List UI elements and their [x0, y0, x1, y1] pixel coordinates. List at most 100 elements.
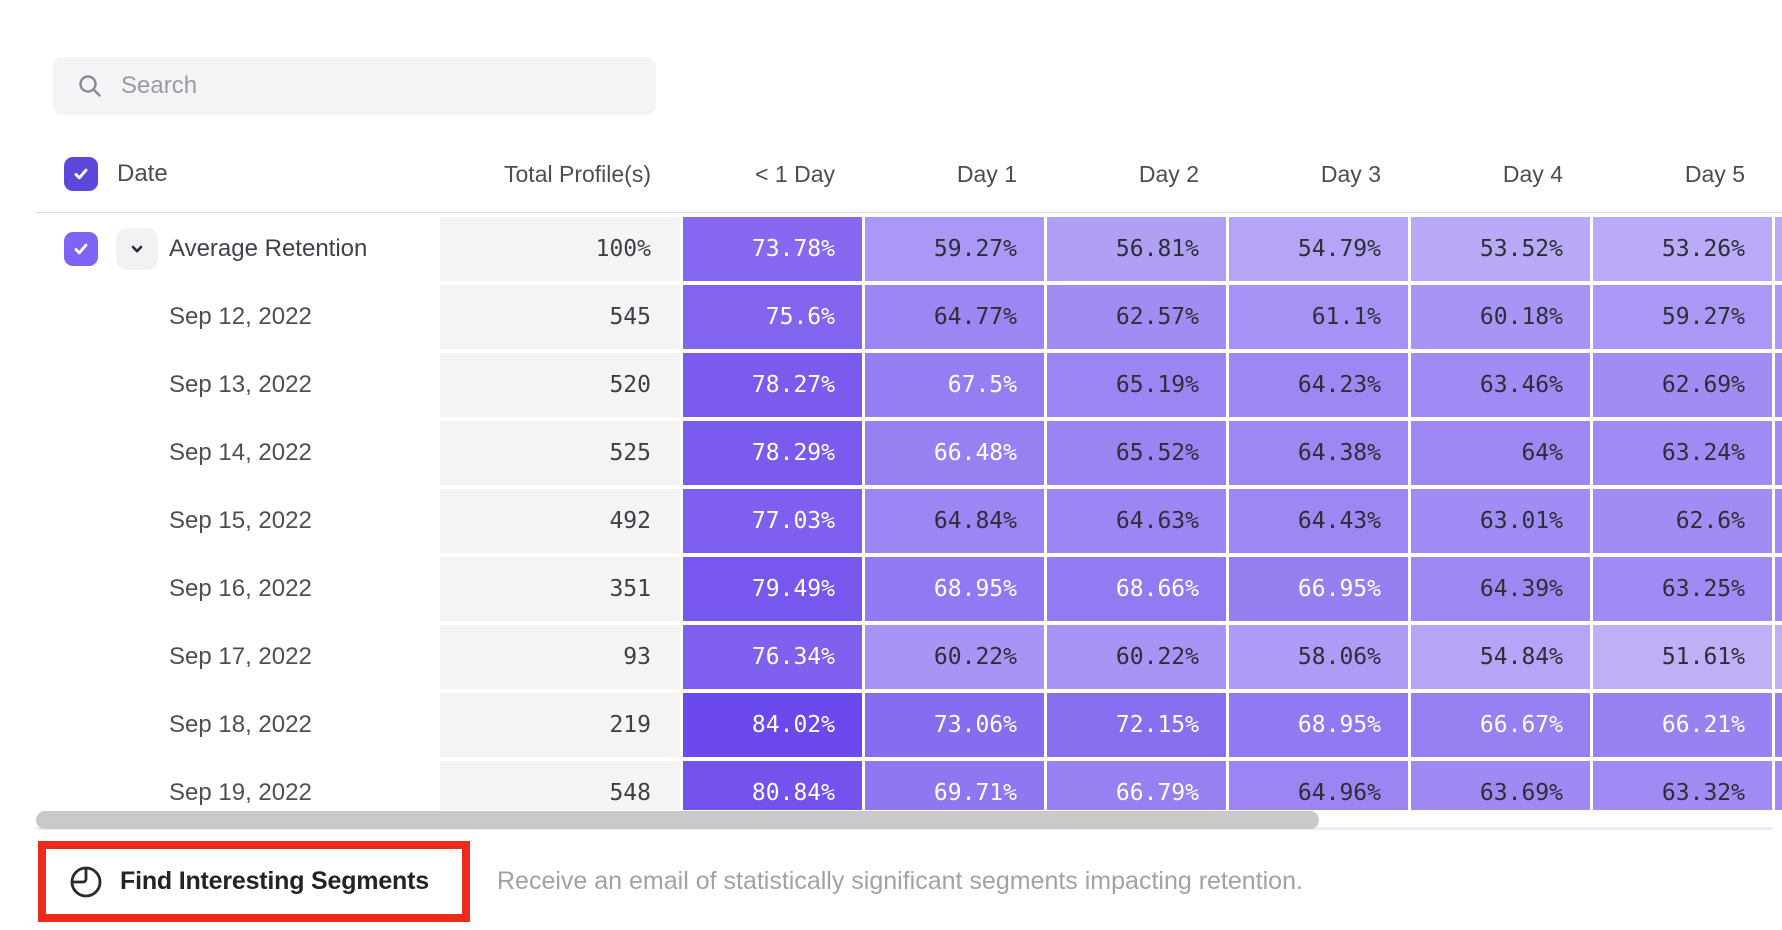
- retention-value-cell: 84.02%: [683, 693, 862, 757]
- horizontal-scrollbar-thumb[interactable]: [36, 811, 1319, 829]
- row-label-cell: Sep 12, 2022: [36, 285, 437, 349]
- column-header-day: Day 1: [956, 161, 1017, 187]
- retention-value-cell: 53.26%: [1593, 217, 1772, 281]
- row-label: Sep 19, 2022: [169, 779, 312, 806]
- retention-value-cell: 54.79%: [1229, 217, 1408, 281]
- retention-value-cell: 64.38%: [1229, 421, 1408, 485]
- column-header-total-profiles: Total Profile(s): [504, 161, 651, 187]
- clipped-next-column-cell: [1775, 285, 1782, 349]
- retention-value-cell: 66.95%: [1229, 557, 1408, 621]
- retention-value-cell: 73.06%: [865, 693, 1044, 757]
- row-checkbox[interactable]: [64, 232, 98, 266]
- retention-value-cell: 78.29%: [683, 421, 862, 485]
- row-label-cell: Sep 16, 2022: [36, 557, 437, 621]
- retention-value-cell: 64.43%: [1229, 489, 1408, 553]
- table-row: Sep 18, 2022 219 84.02% 73.06% 72.15% 68.95% 6…: [36, 693, 1782, 757]
- retention-value-cell: 67.5%: [865, 353, 1044, 417]
- retention-value-cell: 63.24%: [1593, 421, 1772, 485]
- column-header-day: < 1 Day: [755, 161, 835, 187]
- retention-value-cell: 60.22%: [1047, 625, 1226, 689]
- total-profiles-cell: 520: [440, 353, 680, 417]
- total-profiles-cell: 545: [440, 285, 680, 349]
- total-profiles-cell: 100%: [440, 217, 680, 281]
- retention-value-cell: 68.95%: [865, 557, 1044, 621]
- clipped-next-column-cell: [1775, 625, 1782, 689]
- total-profiles-cell: 219: [440, 693, 680, 757]
- retention-value-cell: 68.95%: [1229, 693, 1408, 757]
- date-column-label: Date: [117, 160, 168, 187]
- clipped-next-column-cell: [1775, 489, 1782, 553]
- retention-value-cell: 65.52%: [1047, 421, 1226, 485]
- column-header-day: Day 2: [1138, 161, 1199, 187]
- retention-value-cell: 63.01%: [1411, 489, 1590, 553]
- segments-description: Receive an email of statistically signif…: [497, 867, 1303, 895]
- retention-value-cell: 73.78%: [683, 217, 862, 281]
- retention-value-cell: 64%: [1411, 421, 1590, 485]
- retention-value-cell: 77.03%: [683, 489, 862, 553]
- column-header-day: Day 4: [1502, 161, 1563, 187]
- table-row: Sep 13, 2022 520 78.27% 67.5% 65.19% 64.23% 63…: [36, 353, 1782, 417]
- row-label-cell: Sep 15, 2022: [36, 489, 437, 553]
- retention-value-cell: 66.67%: [1411, 693, 1590, 757]
- row-label-cell: Sep 13, 2022: [36, 353, 437, 417]
- row-label: Sep 16, 2022: [169, 575, 312, 602]
- table-row: Sep 16, 2022 351 79.49% 68.95% 68.66% 66.95% 6…: [36, 557, 1782, 621]
- total-profiles-cell: 351: [440, 557, 680, 621]
- retention-value-cell: 72.15%: [1047, 693, 1226, 757]
- row-label-cell: Sep 14, 2022: [36, 421, 437, 485]
- table-row: Sep 14, 2022 525 78.29% 66.48% 65.52% 64.38% 6…: [36, 421, 1782, 485]
- retention-value-cell: 76.34%: [683, 625, 862, 689]
- table-row: Sep 12, 2022 545 75.6% 64.77% 62.57% 61.1% 60.…: [36, 285, 1782, 349]
- row-label: Sep 13, 2022: [169, 371, 312, 398]
- retention-value-cell: 63.25%: [1593, 557, 1772, 621]
- retention-value-cell: 68.66%: [1047, 557, 1226, 621]
- find-interesting-segments-button[interactable]: Find Interesting Segments: [38, 841, 470, 922]
- retention-value-cell: 54.84%: [1411, 625, 1590, 689]
- retention-value-cell: 64.84%: [865, 489, 1044, 553]
- retention-value-cell: 78.27%: [683, 353, 862, 417]
- segments-pie-icon: [70, 866, 102, 897]
- clipped-next-column-cell: [1775, 353, 1782, 417]
- retention-value-cell: 51.61%: [1593, 625, 1772, 689]
- table-row: Sep 15, 2022 492 77.03% 64.84% 64.63% 64.43% 6…: [36, 489, 1782, 553]
- search-input[interactable]: [119, 56, 656, 116]
- row-label: Sep 17, 2022: [169, 643, 312, 670]
- row-label-cell: Average Retention: [36, 217, 437, 281]
- expand-collapse-button[interactable]: [116, 228, 158, 270]
- retention-value-cell: 64.63%: [1047, 489, 1226, 553]
- column-header-day: Day 3: [1320, 161, 1381, 187]
- table-row: Average Retention 100% 73.78% 59.27% 56.81% 5…: [36, 217, 1782, 281]
- retention-value-cell: 62.6%: [1593, 489, 1772, 553]
- retention-table-body: Average Retention 100% 73.78% 59.27% 56.81% 5…: [36, 212, 1782, 825]
- search-icon: [79, 75, 101, 97]
- row-label: Sep 12, 2022: [169, 303, 312, 330]
- retention-value-cell: 59.27%: [865, 217, 1044, 281]
- retention-value-cell: 64.23%: [1229, 353, 1408, 417]
- retention-value-cell: 66.48%: [865, 421, 1044, 485]
- total-profiles-cell: 492: [440, 489, 680, 553]
- select-all-checkbox[interactable]: [64, 157, 98, 191]
- chevron-down-icon: [131, 245, 143, 253]
- retention-value-cell: 62.69%: [1593, 353, 1772, 417]
- find-interesting-segments-label: Find Interesting Segments: [120, 867, 429, 895]
- row-label-cell: Sep 18, 2022: [36, 693, 437, 757]
- retention-value-cell: 60.18%: [1411, 285, 1590, 349]
- retention-value-cell: 64.39%: [1411, 557, 1590, 621]
- table-header: Date Total Profile(s) < 1 Day Day 1 Day 2 Da…: [36, 140, 1782, 208]
- retention-value-cell: 53.52%: [1411, 217, 1590, 281]
- column-header-day: Day 5: [1684, 161, 1745, 187]
- check-icon: [74, 243, 88, 255]
- row-label: Average Retention: [169, 235, 368, 262]
- retention-value-cell: 79.49%: [683, 557, 862, 621]
- row-label-cell: Sep 17, 2022: [36, 625, 437, 689]
- clipped-next-column-cell: [1775, 761, 1782, 825]
- total-profiles-cell: 93: [440, 625, 680, 689]
- retention-value-cell: 58.06%: [1229, 625, 1408, 689]
- retention-value-cell: 63.46%: [1411, 353, 1590, 417]
- clipped-next-column-cell: [1775, 421, 1782, 485]
- retention-value-cell: 65.19%: [1047, 353, 1226, 417]
- clipped-next-column-cell: [1775, 693, 1782, 757]
- retention-value-cell: 61.1%: [1229, 285, 1408, 349]
- check-icon: [74, 168, 88, 180]
- retention-value-cell: 66.21%: [1593, 693, 1772, 757]
